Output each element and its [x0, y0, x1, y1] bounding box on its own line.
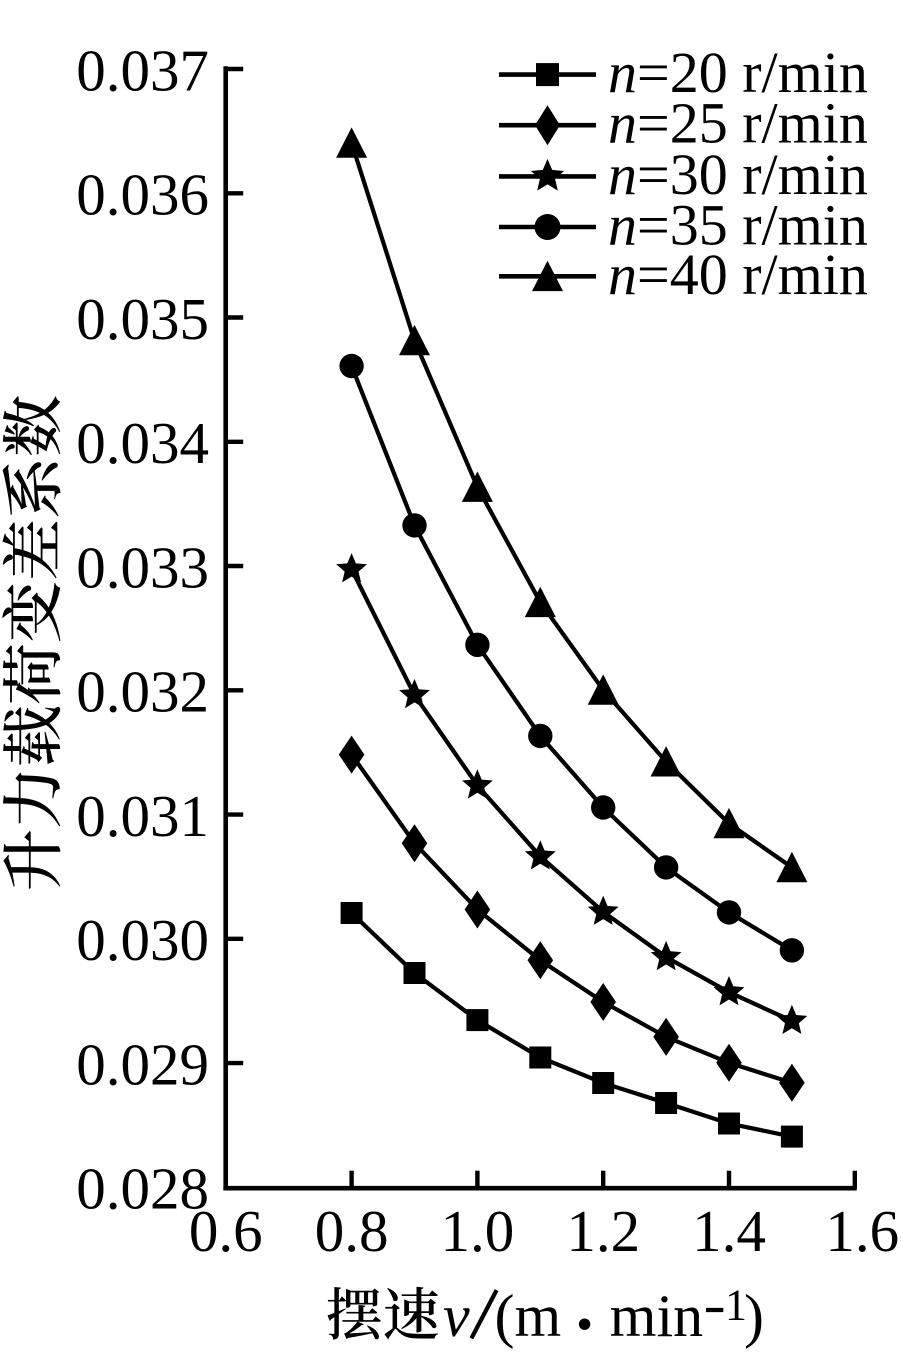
- svg-text:0.037: 0.037: [76, 37, 209, 103]
- svg-text:(m: (m: [495, 1283, 562, 1349]
- svg-text:1.4: 1.4: [692, 1198, 766, 1264]
- svg-text:n=40 r/min: n=40 r/min: [608, 242, 868, 307]
- svg-text:0.035: 0.035: [76, 286, 209, 352]
- svg-text:n=20 r/min: n=20 r/min: [608, 40, 868, 105]
- svg-text:n=25 r/min: n=25 r/min: [608, 91, 868, 156]
- svg-text:0.034: 0.034: [76, 410, 209, 476]
- svg-text:1.6: 1.6: [825, 1198, 899, 1264]
- svg-text:0.029: 0.029: [76, 1031, 209, 1097]
- svg-text:1: 1: [725, 1281, 747, 1330]
- svg-text:1.0: 1.0: [441, 1198, 515, 1264]
- svg-text:0.028: 0.028: [76, 1156, 209, 1222]
- svg-text:n=30 r/min: n=30 r/min: [608, 142, 868, 207]
- svg-text:min: min: [610, 1283, 703, 1349]
- svg-text:0.036: 0.036: [76, 162, 209, 228]
- svg-text:0.031: 0.031: [76, 783, 209, 849]
- svg-text:0.033: 0.033: [76, 534, 209, 600]
- svg-text:0.8: 0.8: [315, 1198, 389, 1264]
- svg-text:0.032: 0.032: [76, 659, 209, 725]
- svg-text:1.2: 1.2: [566, 1198, 640, 1264]
- svg-text:0.030: 0.030: [76, 907, 209, 973]
- svg-text:0.6: 0.6: [189, 1198, 263, 1264]
- svg-text:n=35 r/min: n=35 r/min: [608, 193, 868, 258]
- svg-text:v: v: [443, 1283, 470, 1349]
- svg-text:): ): [744, 1283, 764, 1349]
